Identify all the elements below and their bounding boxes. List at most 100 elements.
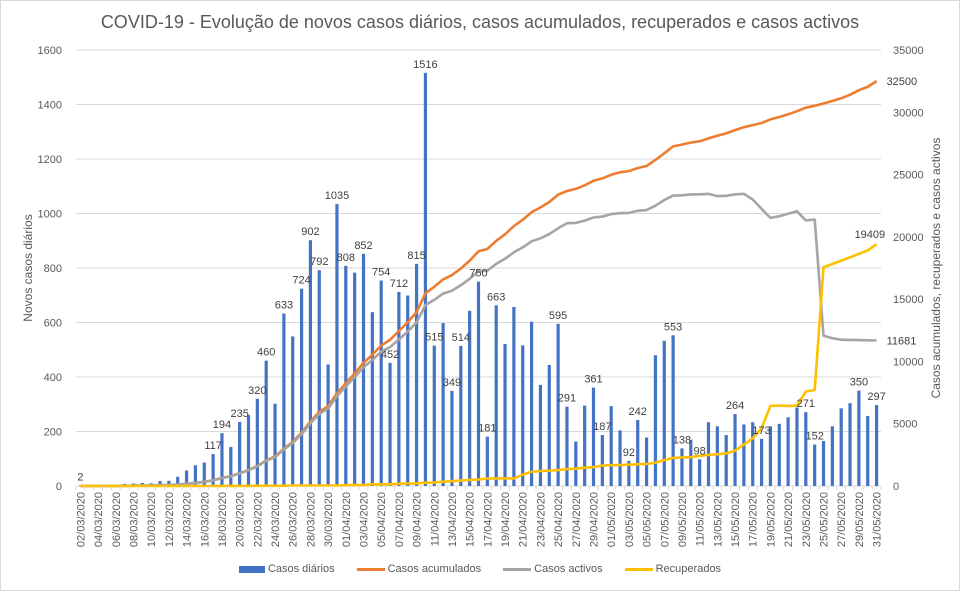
bar-casos-diarios [512, 306, 516, 486]
legend: Casos diários Casos acumulados Casos activ… [0, 563, 960, 575]
bar-data-label: 361 [584, 374, 602, 386]
bar-casos-diarios [653, 355, 658, 486]
line-recuperados [80, 243, 878, 488]
bar-casos-diarios [839, 408, 843, 486]
bar-data-label: 271 [797, 398, 815, 410]
bar-casos-diarios [698, 459, 702, 486]
x-tick-label: 29/05/2020 [854, 492, 866, 547]
x-tick-label: 19/05/2020 [765, 492, 777, 547]
bar-casos-diarios [476, 281, 481, 486]
legend-label: Casos acumulados [387, 563, 482, 575]
bar-casos-diarios [291, 336, 295, 486]
right-tick-label: 30000 [893, 107, 924, 119]
bar-data-label: 194 [213, 419, 231, 431]
bar-casos-diarios [609, 406, 613, 486]
bar-data-label: 514 [452, 332, 470, 344]
bar-casos-diarios [565, 406, 569, 486]
bar-casos-diarios [724, 435, 728, 486]
bar-casos-diarios [406, 295, 410, 486]
x-tick-label: 07/04/2020 [394, 492, 406, 547]
bar-data-label: 187 [593, 421, 611, 433]
bar-casos-diarios [202, 462, 206, 486]
bar-casos-diarios [556, 323, 560, 486]
x-tick-label: 27/05/2020 [836, 492, 848, 547]
x-tick-label: 11/05/2020 [695, 492, 707, 546]
right-tick-label: 15000 [893, 294, 924, 306]
left-tick-label: 800 [44, 263, 62, 275]
x-tick-label: 09/04/2020 [412, 492, 424, 547]
legend-label: Casos diários [267, 563, 335, 575]
bar-casos-diarios [618, 430, 622, 486]
left-tick-label: 1600 [38, 45, 62, 57]
bar-casos-diarios [848, 403, 852, 486]
right-tick-label: 20000 [893, 232, 924, 244]
bar-data-label: 633 [275, 300, 293, 312]
x-tick-label: 23/05/2020 [801, 492, 813, 547]
bar-data-label: 724 [292, 275, 310, 287]
x-tick-label: 22/03/2020 [252, 492, 264, 547]
legend-line-swatch [356, 567, 385, 571]
line-end-label: 32500 [887, 76, 918, 88]
bar-data-label: 138 [673, 434, 691, 446]
bar-casos-diarios [866, 415, 870, 486]
left-tick-label: 0 [56, 481, 62, 493]
legend-item: Casos diários [238, 563, 335, 575]
legend-item: Casos acumulados [356, 563, 482, 575]
line-end-label: 11681 [887, 335, 917, 347]
bar-casos-diarios [503, 344, 507, 486]
x-tick-label: 24/03/2020 [270, 492, 282, 547]
bar-data-label: 235 [230, 408, 248, 420]
bar-casos-diarios [742, 424, 746, 486]
bar-casos-diarios [662, 340, 666, 486]
bar-casos-diarios [821, 441, 826, 486]
x-axis-ticks: 02/03/2020 04/03/2020 06/03/2020 08/03/2020… [75, 486, 884, 547]
x-tick-label: 03/05/2020 [624, 492, 636, 547]
bar-casos-diarios [255, 398, 259, 486]
x-tick-label: 08/03/2020 [129, 492, 141, 547]
bar-casos-diarios [636, 420, 640, 486]
line-end-label: 19409 [855, 229, 886, 241]
x-tick-label: 14/03/2020 [182, 492, 194, 547]
bar-casos-diarios [680, 448, 684, 486]
bar-data-label: 349 [443, 377, 461, 389]
right-tick-label: 10000 [893, 356, 924, 368]
x-tick-label: 01/05/2020 [606, 492, 618, 547]
bar-data-label: 92 [623, 447, 635, 459]
bar-casos-diarios [485, 436, 489, 486]
bar-casos-diarios [768, 426, 773, 486]
right-axis-title: Casos acumulados, recuperados e casos ac… [929, 138, 943, 399]
bar-casos-diarios [397, 291, 401, 486]
legend-item: Recuperados [624, 563, 721, 575]
x-tick-label: 03/04/2020 [359, 492, 371, 547]
left-tick-label: 600 [44, 318, 62, 330]
bar-casos-diarios [689, 439, 693, 486]
bar-casos-diarios [874, 405, 879, 486]
x-tick-label: 19/04/2020 [500, 492, 512, 547]
left-tick-label: 1400 [38, 100, 62, 112]
bar-data-label: 297 [867, 391, 885, 403]
bar-casos-diarios [211, 454, 215, 486]
bar-casos-diarios [591, 387, 596, 486]
x-tick-label: 18/03/2020 [217, 492, 229, 547]
x-tick-label: 06/03/2020 [111, 492, 123, 547]
bar-data-label: 117 [204, 440, 222, 452]
bar-data-label: 553 [664, 321, 682, 333]
bar-casos-diarios [759, 438, 764, 486]
bar-casos-diarios [671, 335, 675, 486]
legend-item: Casos activos [503, 563, 603, 575]
x-tick-label: 25/04/2020 [553, 492, 565, 547]
left-axis-title: Novos casos diários [21, 214, 35, 321]
x-tick-label: 13/05/2020 [712, 492, 724, 547]
bar-casos-diarios [813, 444, 817, 486]
bar-casos-diarios [317, 270, 321, 486]
x-tick-label: 10/03/2020 [146, 492, 158, 547]
bar-casos-diarios [370, 312, 374, 486]
bar-data-label: 98 [694, 445, 706, 457]
bar-data-label: 452 [381, 349, 399, 361]
bar-data-label: 181 [478, 423, 496, 435]
line-casos-activos [80, 192, 877, 488]
legend-label: Casos activos [534, 563, 603, 575]
bar-casos-diarios [830, 426, 834, 486]
x-tick-label: 31/05/2020 [872, 492, 884, 547]
right-tick-label: 25000 [893, 170, 924, 182]
